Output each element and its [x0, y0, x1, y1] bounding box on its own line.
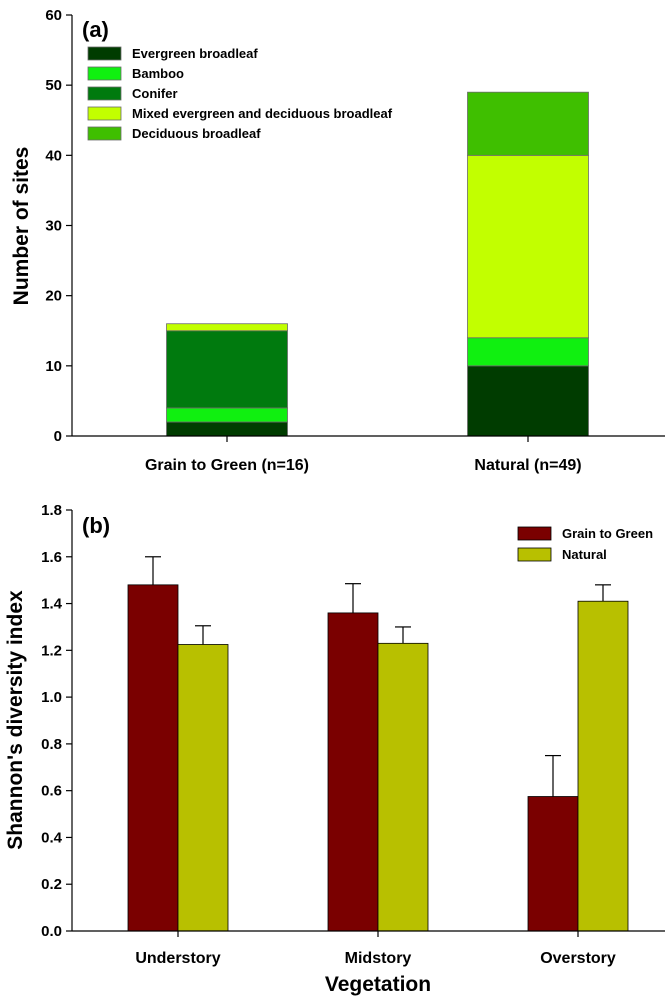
legend-label: Bamboo — [132, 66, 184, 81]
panel-b: 0.0 0.2 0.4 0.6 0.8 1.0 1.2 1.4 1.6 1.8 Understor… — [4, 502, 665, 996]
stacked-bar-segment — [166, 421, 288, 437]
panel-b-x-axis-title: Vegetation — [325, 973, 431, 996]
panel-a-y-axis-title: Number of sites — [10, 147, 33, 306]
bar — [527, 796, 579, 932]
y-tick-label: 0.8 — [41, 736, 62, 753]
stacked-bar-segment — [166, 407, 288, 423]
bar — [127, 584, 179, 932]
legend-label: Natural — [562, 547, 607, 562]
legend-label: Conifer — [132, 86, 178, 101]
y-tick-label: 50 — [45, 77, 62, 94]
x-tick-label: Understory — [135, 950, 220, 967]
bar — [577, 600, 629, 932]
y-tick-label: 30 — [45, 218, 62, 235]
panel-b-legend: Grain to Green Natural — [517, 526, 653, 562]
panel-a-label: (a) — [82, 17, 109, 42]
panel-b-label: (b) — [82, 513, 110, 538]
stacked-bar-segment — [467, 337, 589, 367]
legend-swatch — [87, 126, 122, 141]
y-tick-label: 0 — [54, 428, 62, 445]
stacked-bar-segment — [166, 323, 288, 332]
panel-b-x-tick-labels: Understory Midstory Overstory — [135, 931, 616, 967]
panel-a-y-ticks: 0 10 20 30 40 50 60 — [45, 7, 72, 445]
legend-swatch — [87, 66, 122, 81]
y-tick-label: 10 — [45, 358, 62, 375]
stacked-bar-segment — [467, 154, 589, 339]
panel-b-y-axis-title: Shannon's diversity index — [4, 590, 27, 850]
legend-swatch — [87, 46, 122, 61]
legend-swatch — [87, 106, 122, 121]
panel-a-x-tick-labels: Grain to Green (n=16) Natural (n=49) — [145, 436, 582, 474]
y-tick-label: 1.4 — [41, 596, 63, 613]
legend-label: Mixed evergreen and deciduous broadleaf — [132, 106, 393, 121]
panel-b-axes — [71, 510, 665, 932]
x-tick-label: Grain to Green (n=16) — [145, 457, 309, 474]
legend-label: Evergreen broadleaf — [132, 46, 258, 61]
stacked-bar-segment — [166, 330, 288, 409]
y-tick-label: 20 — [45, 288, 62, 305]
legend-label: Grain to Green — [562, 526, 653, 541]
stacked-bar-segment — [467, 91, 589, 156]
bar — [377, 642, 429, 932]
legend-swatch — [517, 526, 552, 541]
panel-b-bars — [127, 556, 629, 932]
y-tick-label: 0.4 — [41, 829, 63, 846]
y-tick-label: 1.0 — [41, 689, 62, 706]
y-tick-label: 1.2 — [41, 642, 62, 659]
x-tick-label: Midstory — [345, 950, 412, 967]
stacked-bar-segment — [467, 365, 589, 437]
legend-label: Deciduous broadleaf — [132, 126, 261, 141]
y-tick-label: 40 — [45, 147, 62, 164]
panel-a: 0 10 20 30 40 50 60 Grain to Green (n=16) Natur… — [10, 7, 665, 474]
y-tick-label: 0.0 — [41, 923, 62, 940]
bar — [177, 644, 229, 932]
panel-b-y-ticks: 0.0 0.2 0.4 0.6 0.8 1.0 1.2 1.4 1.6 1.8 — [41, 502, 72, 940]
x-tick-label: Overstory — [540, 950, 616, 967]
y-tick-label: 0.2 — [41, 876, 62, 893]
y-tick-label: 1.8 — [41, 502, 62, 519]
legend-swatch — [87, 86, 122, 101]
panel-a-bars — [166, 91, 589, 437]
y-tick-label: 1.6 — [41, 549, 62, 566]
bar — [327, 612, 379, 932]
y-tick-label: 60 — [45, 7, 62, 24]
legend-swatch — [517, 547, 552, 562]
x-tick-label: Natural (n=49) — [474, 457, 581, 474]
y-tick-label: 0.6 — [41, 783, 62, 800]
panel-a-legend: Evergreen broadleaf Bamboo Conifer Mixed ev… — [87, 46, 393, 141]
